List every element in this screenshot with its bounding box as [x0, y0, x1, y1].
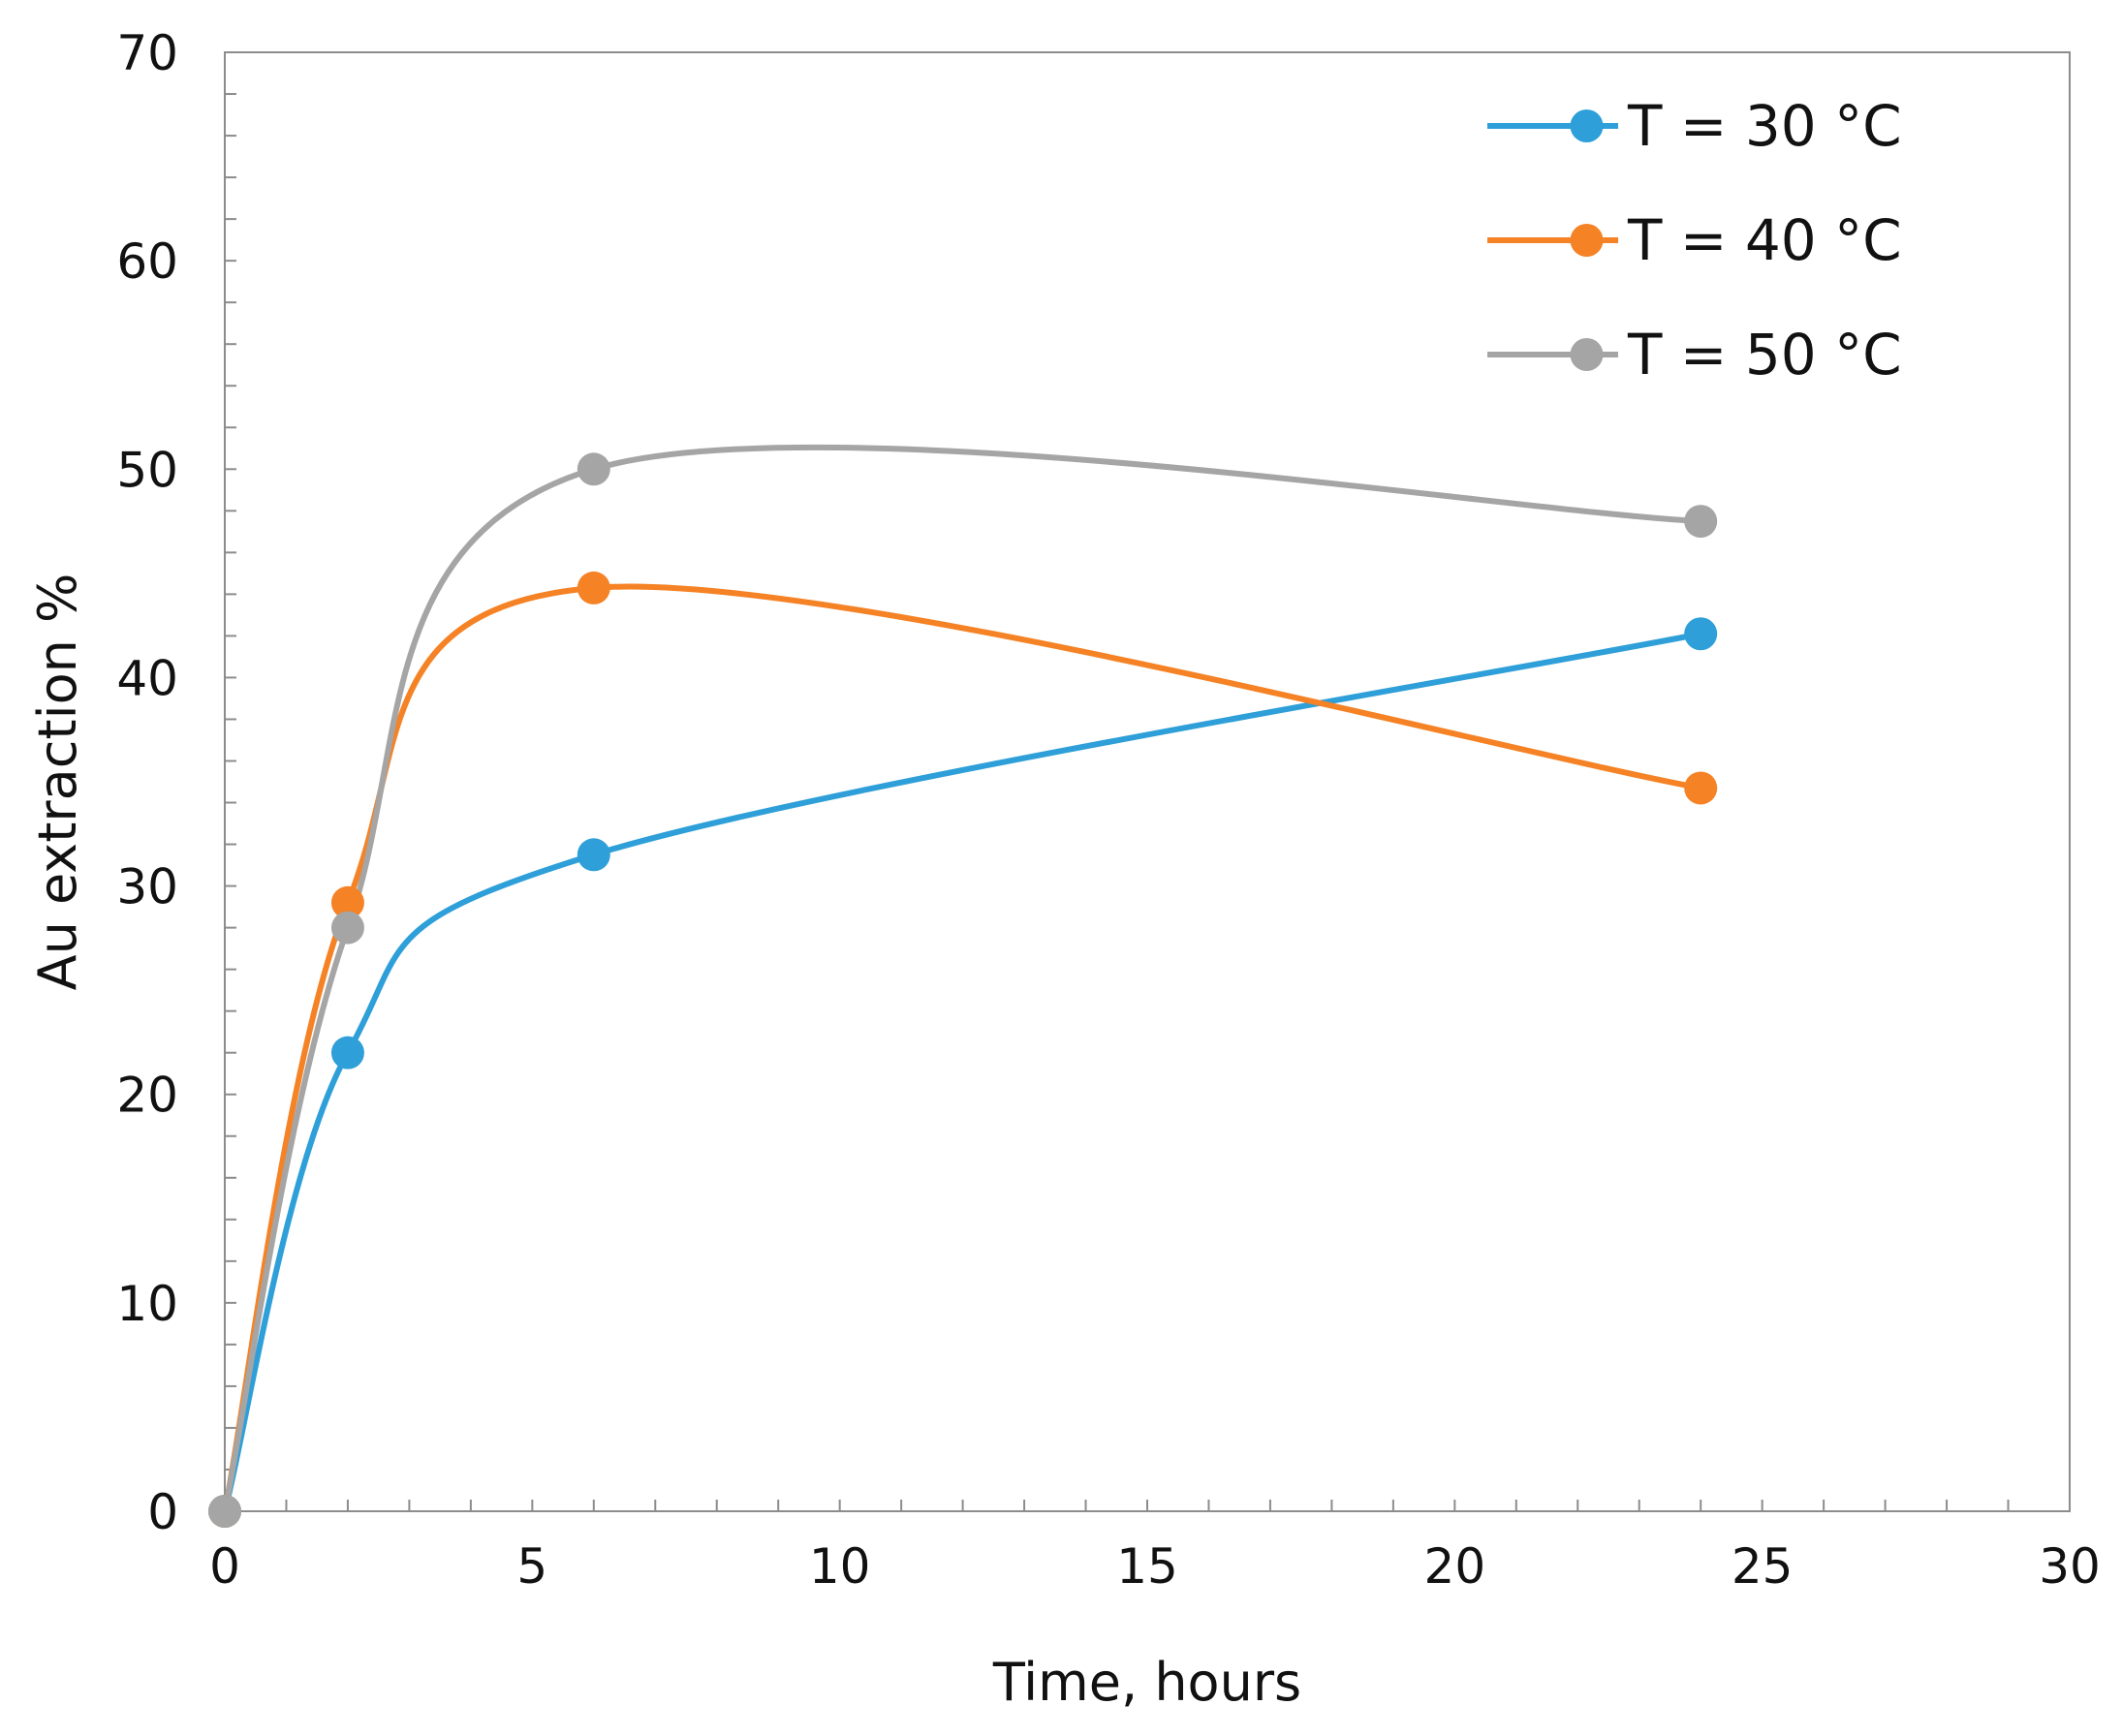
data-point-series-2 — [330, 885, 364, 919]
x-tick-label: 0 — [209, 1538, 240, 1595]
series-lines — [222, 444, 1704, 1514]
y-tick-label: 40 — [116, 650, 178, 706]
data-point-series-2 — [1684, 771, 1718, 805]
legend-marker — [1570, 224, 1604, 257]
y-tick-label: 0 — [147, 1484, 178, 1540]
y-tick-label: 20 — [116, 1068, 178, 1124]
x-tick-label: 5 — [516, 1538, 547, 1595]
legend-marker — [1570, 109, 1604, 142]
series-points — [208, 452, 1718, 1528]
data-point-series-1 — [330, 1036, 364, 1070]
minor-ticks — [224, 51, 2071, 1512]
legend-label: T = 40 °C — [1627, 207, 1902, 273]
series-line-3 — [222, 444, 1704, 1514]
x-tick-label: 15 — [1116, 1538, 1178, 1595]
y-tick-label: 60 — [116, 233, 178, 290]
x-tick-label: 10 — [809, 1538, 871, 1595]
x-tick-labels: 0 5 10 15 20 25 30 — [209, 1538, 2101, 1595]
x-axis-title: Time, hours — [992, 1652, 1301, 1713]
y-axis-title: Au extraction % — [27, 574, 88, 991]
x-tick-label: 30 — [2039, 1538, 2101, 1595]
y-tick-label: 10 — [116, 1276, 178, 1332]
data-point-series-1 — [1684, 617, 1718, 651]
data-point-series-3 — [577, 452, 610, 486]
legend-item-1: T = 30 °C — [1487, 93, 1902, 159]
y-tick-label: 30 — [116, 859, 178, 915]
x-tick-label: 25 — [1732, 1538, 1794, 1595]
legend-label: T = 30 °C — [1627, 93, 1902, 159]
legend-marker — [1570, 338, 1604, 371]
series-line-1 — [222, 631, 1704, 1514]
data-point-series-3 — [1684, 505, 1718, 539]
legend: T = 30 °C T = 40 °C T = 50 °C — [1487, 93, 1902, 388]
y-tick-label: 70 — [116, 25, 178, 81]
data-point-series-3 — [330, 911, 364, 945]
y-tick-label: 50 — [116, 442, 178, 498]
legend-item-3: T = 50 °C — [1487, 322, 1902, 388]
series-line-2 — [222, 583, 1704, 1514]
legend-item-2: T = 40 °C — [1487, 207, 1902, 273]
data-point-series-1 — [577, 838, 610, 872]
x-tick-label: 20 — [1424, 1538, 1486, 1595]
y-tick-labels: 0 10 20 30 40 50 60 70 — [116, 25, 178, 1540]
data-point-series-3 — [208, 1495, 241, 1528]
data-point-series-2 — [577, 571, 610, 604]
legend-label: T = 50 °C — [1627, 322, 1902, 388]
